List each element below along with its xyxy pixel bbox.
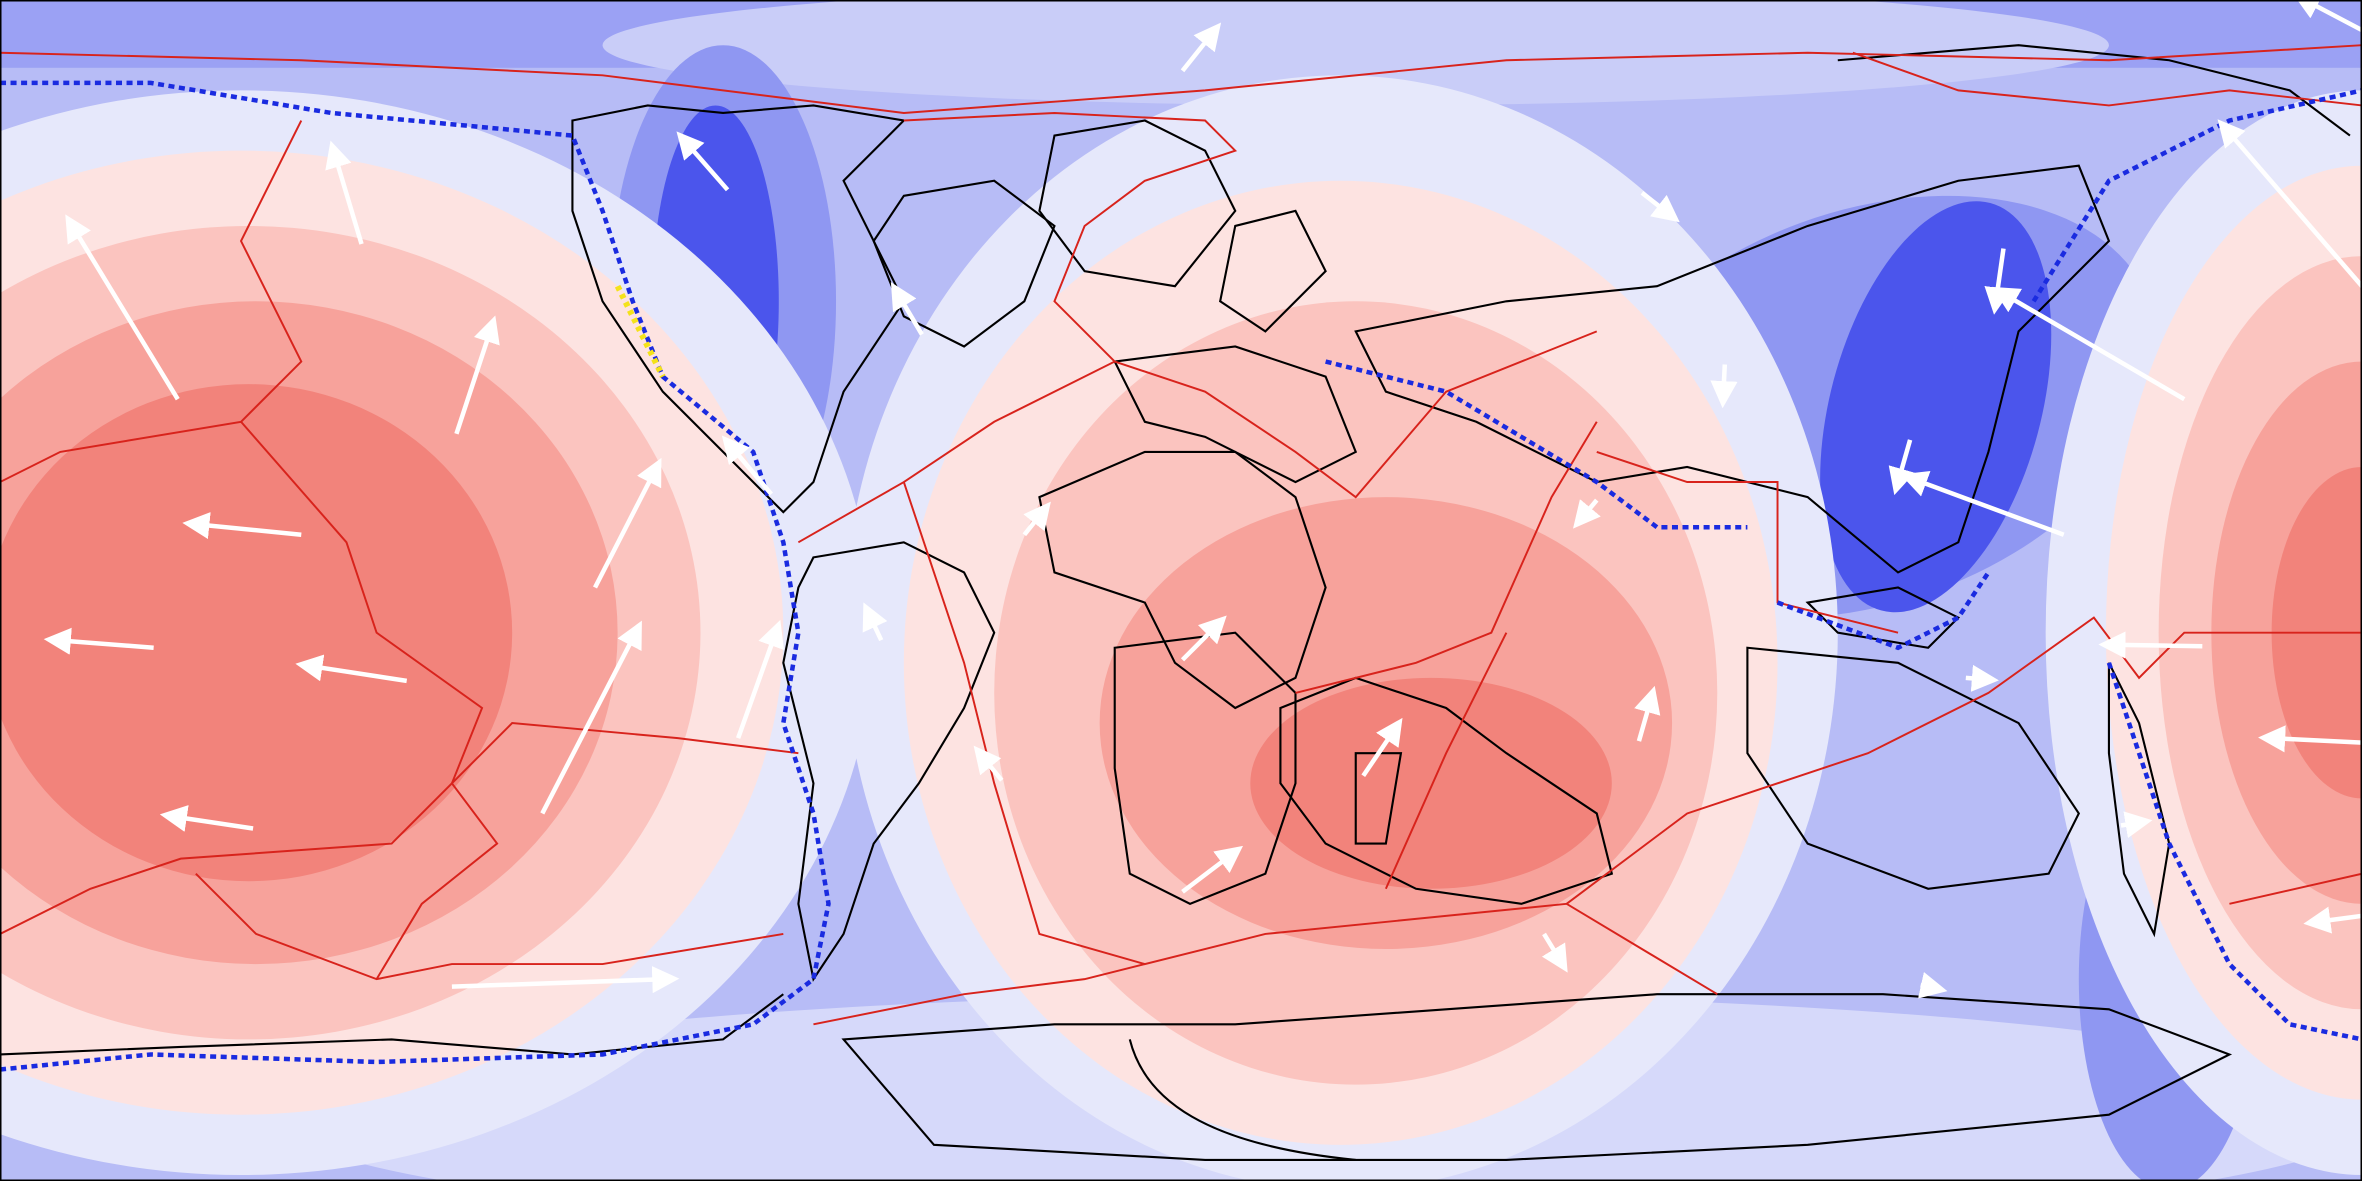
subduction-zones: [0, 80, 2362, 1072]
coastlines: [0, 44, 2351, 1161]
velocity-arrows: [43, 0, 2362, 999]
anomaly-center: [843, 75, 1838, 1181]
ridge-segment: [614, 284, 666, 378]
blue-zone: [602, 0, 2109, 106]
plate-boundaries: [0, 44, 2362, 1026]
